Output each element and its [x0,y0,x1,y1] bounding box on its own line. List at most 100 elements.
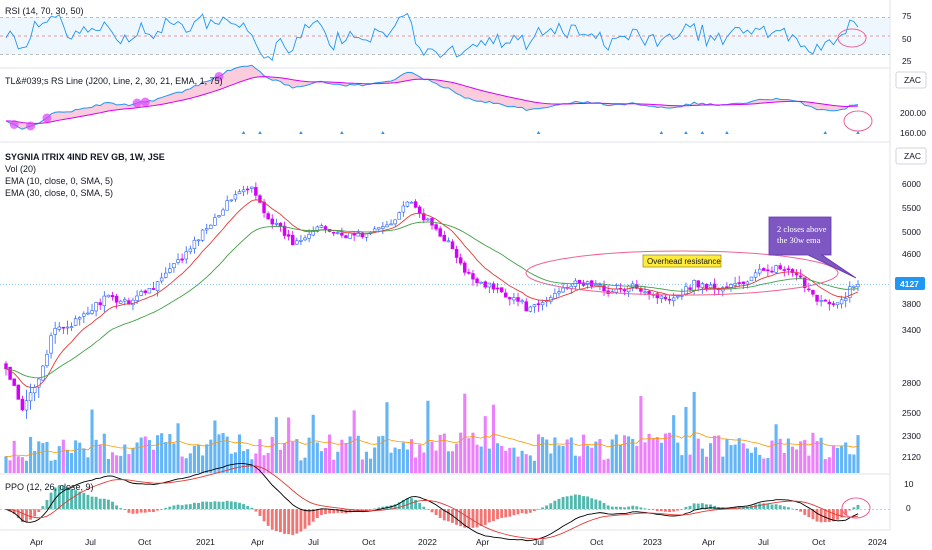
volume-bar [487,448,491,473]
volume-legend: Vol (20) [5,164,36,174]
ppo-histogram-bar [299,509,303,532]
ppo-histogram-bar [283,509,286,534]
ppo-histogram-bar [729,507,733,510]
ppo-histogram-bar [279,509,282,533]
volume-bar [475,444,479,473]
candle-body [102,295,107,307]
time-label: Apr [251,537,264,547]
volume-bar [762,458,766,473]
volume-bar [323,448,328,473]
volume-bar [778,438,782,473]
volume-bar [848,454,852,473]
callout-line-1: 2 closes above [777,224,827,234]
volume-bar [450,451,455,473]
candle-body [229,199,234,202]
volume-bar [20,457,24,473]
volume-bar [278,449,282,473]
volume-bar [160,433,164,473]
ppo-histogram-bar [135,509,139,514]
ppo-histogram-bar [328,509,332,514]
volume-bar [266,452,270,473]
volume-bar [369,458,373,473]
candle-body [467,272,471,274]
ppo-histogram-bar [426,509,430,510]
candle-body [839,299,844,305]
ppo-histogram-bar [803,509,807,515]
volume-bar [336,451,340,473]
candle-body [196,239,201,242]
volume-bar [319,451,323,473]
volume-bar [213,420,217,473]
candle-body [692,280,696,291]
rs-marker [258,131,262,134]
time-label: Apr [30,537,43,547]
candle-body [475,278,479,283]
ppo-histogram-bar [303,509,307,529]
ppo-histogram-bar [106,499,110,510]
candle-body [463,262,467,273]
volume-bar [438,434,442,473]
rs-line-title: TL&#039;s RS Line (J200, Line, 2, 30, 21… [5,76,223,86]
candle-body [37,378,41,388]
candle-body [655,293,660,299]
ppo-histogram-bar [762,503,766,510]
volume-bar [143,436,147,473]
rs-currency-badge[interactable] [895,71,927,89]
volume-bar [700,448,704,473]
rs-new-high-dot [140,97,150,107]
ppo-histogram-bar [377,507,381,510]
volume-bar [299,460,303,473]
volume-bar [610,439,614,473]
volume-bar [168,434,172,473]
candle-body [176,259,180,263]
ppo-histogram-bar [709,504,712,510]
volume-bar [467,438,471,473]
ppo-histogram-bar [176,504,180,510]
candle-body [295,240,299,245]
ppo-histogram-bar [152,509,155,513]
volume-bar [655,437,659,473]
candle-body [749,276,754,282]
volume-bar [188,453,192,473]
volume-bar [631,438,635,473]
ppo-histogram-bar [127,509,131,513]
volume-bar [741,443,745,473]
volume-bar [110,452,115,473]
candle-body [266,213,270,220]
ppo-histogram-bar [557,498,561,510]
candle-body [41,365,45,381]
ppo-histogram-bar [774,504,778,510]
main-currency-badge[interactable] [895,147,927,165]
resistance-label: Overhead resistance [647,257,721,266]
volume-bar [340,439,344,473]
candle-body [90,310,94,314]
volume-bar [237,434,242,473]
volume-bar [745,448,749,473]
volume-bar [508,447,512,473]
candle-body [790,269,795,273]
candle-body [512,297,516,301]
ppo-histogram-bar [541,507,545,510]
volume-bar [389,452,393,473]
ppo-signal-line [5,465,859,540]
candle-body [16,384,21,400]
ppo-histogram-bar [381,506,385,510]
candle-body [446,240,451,243]
volume-bar [627,436,631,473]
candle-body [274,222,279,225]
volume-bar [45,441,49,473]
candle-body [598,284,602,287]
candle-body [49,335,53,354]
candle-body [454,248,459,258]
volume-bar [532,460,536,473]
volume-bar [659,442,663,473]
volume-bar [799,441,803,473]
volume-bar [586,445,590,473]
ppo-histogram-bar [770,504,774,510]
volume-bar [713,435,717,473]
volume-bar [262,455,266,473]
candle-body [561,287,565,293]
ppo-histogram-bar [16,509,20,519]
candle-body [774,265,778,273]
ppo-histogram-bar [778,505,782,510]
